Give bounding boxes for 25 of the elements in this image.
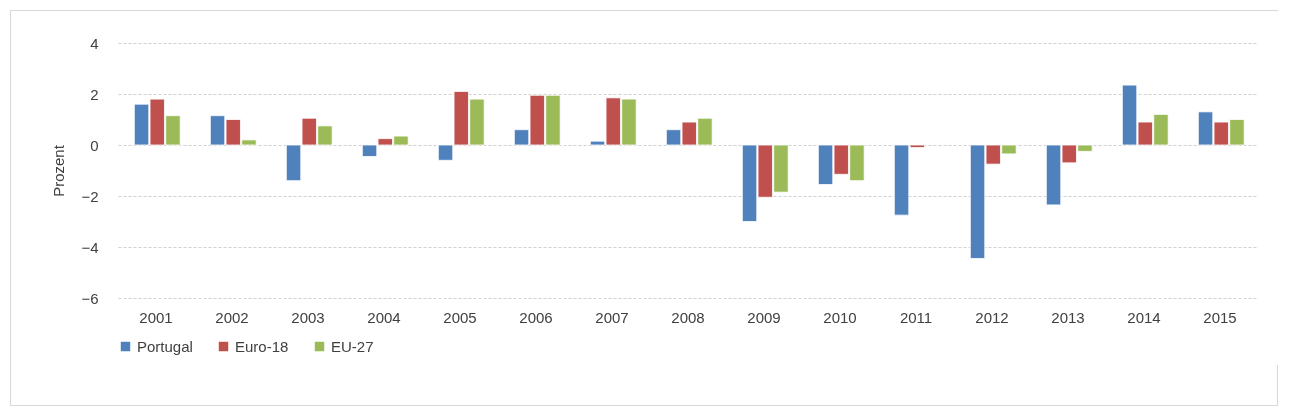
x-tick-label: 2007 [595,308,629,326]
x-tick-label: 2006 [519,308,553,326]
x-tick-label: 2015 [1203,308,1237,326]
y-tick-label: 4 [90,34,99,52]
legend-label: EU-27 [331,337,374,355]
y-tick-label: −6 [81,289,99,307]
y-tick-label: 2 [90,85,99,103]
x-tick-label: 2011 [899,308,933,326]
x-tick-label: 2003 [291,308,325,326]
x-tick-label: 2009 [747,308,781,326]
x-tick-label: 2014 [1127,308,1161,326]
x-tick-label: 2001 [139,308,173,326]
y-axis-title: Prozent [50,144,68,197]
x-tick-label: 2013 [1051,308,1085,326]
x-tick-label: 2005 [443,308,477,326]
x-tick-label: 2008 [671,308,705,326]
x-tick-label: 2002 [215,308,249,326]
x-tick-label: 2010 [823,308,857,326]
y-tick-label: −4 [81,238,99,256]
x-tick-label: 2012 [975,308,1009,326]
legend-label: Euro-18 [235,337,289,355]
y-tick-label: 0 [90,136,99,154]
x-tick-label: 2004 [367,308,401,326]
legend-label: Portugal [137,337,193,355]
y-tick-label: −2 [81,187,99,205]
